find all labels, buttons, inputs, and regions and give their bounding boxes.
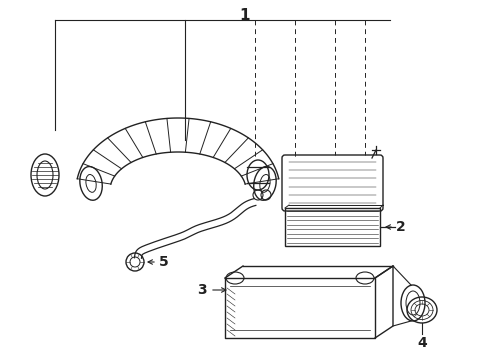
Text: 2: 2 bbox=[396, 220, 406, 234]
Text: 3: 3 bbox=[197, 283, 207, 297]
Text: 1: 1 bbox=[240, 8, 250, 23]
Text: 4: 4 bbox=[417, 336, 427, 350]
Bar bbox=[285, 208, 380, 246]
Text: 5: 5 bbox=[159, 255, 169, 269]
